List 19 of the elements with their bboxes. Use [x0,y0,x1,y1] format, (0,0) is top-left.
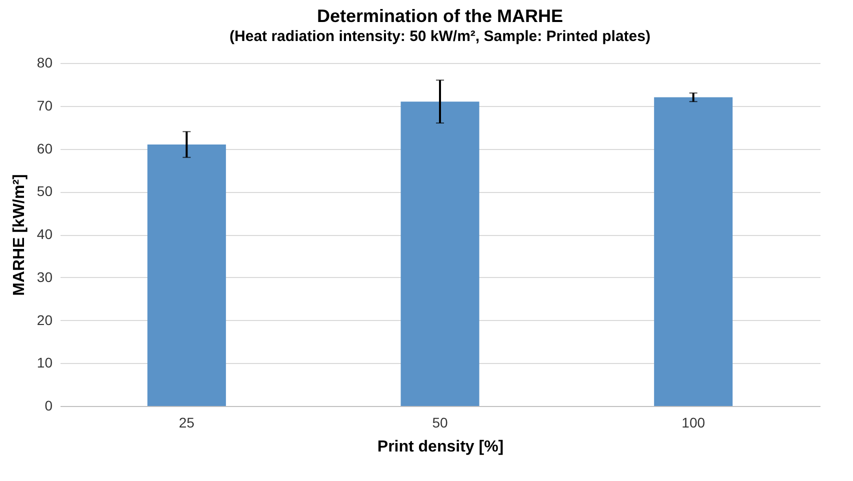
chart-title: Determination of the MARHE [316,6,564,26]
bar [147,144,226,406]
bar [654,97,733,406]
x-axis-title: Print density [%] [377,438,504,456]
y-tick-label: 10 [36,354,53,371]
y-tick-label: 20 [36,312,53,328]
y-tick-label: 80 [36,54,53,70]
y-tick-label: 0 [44,398,53,414]
x-tick-label: 50 [432,414,448,430]
y-axis-title: MARHE [kW/m²] [10,174,28,296]
chart-subtitle: (Heat radiation intensity: 50 kW/m², Sample: Printed plates) [230,28,650,45]
x-tick-label: 25 [178,414,195,430]
bar [400,102,480,406]
y-tick-label: 50 [36,183,53,200]
y-tick-label: 40 [36,226,53,242]
x-tick-label: 100 [682,414,706,430]
y-tick-label: 70 [36,97,53,114]
y-tick-label: 30 [36,268,53,285]
y-tick-label: 60 [36,140,53,156]
